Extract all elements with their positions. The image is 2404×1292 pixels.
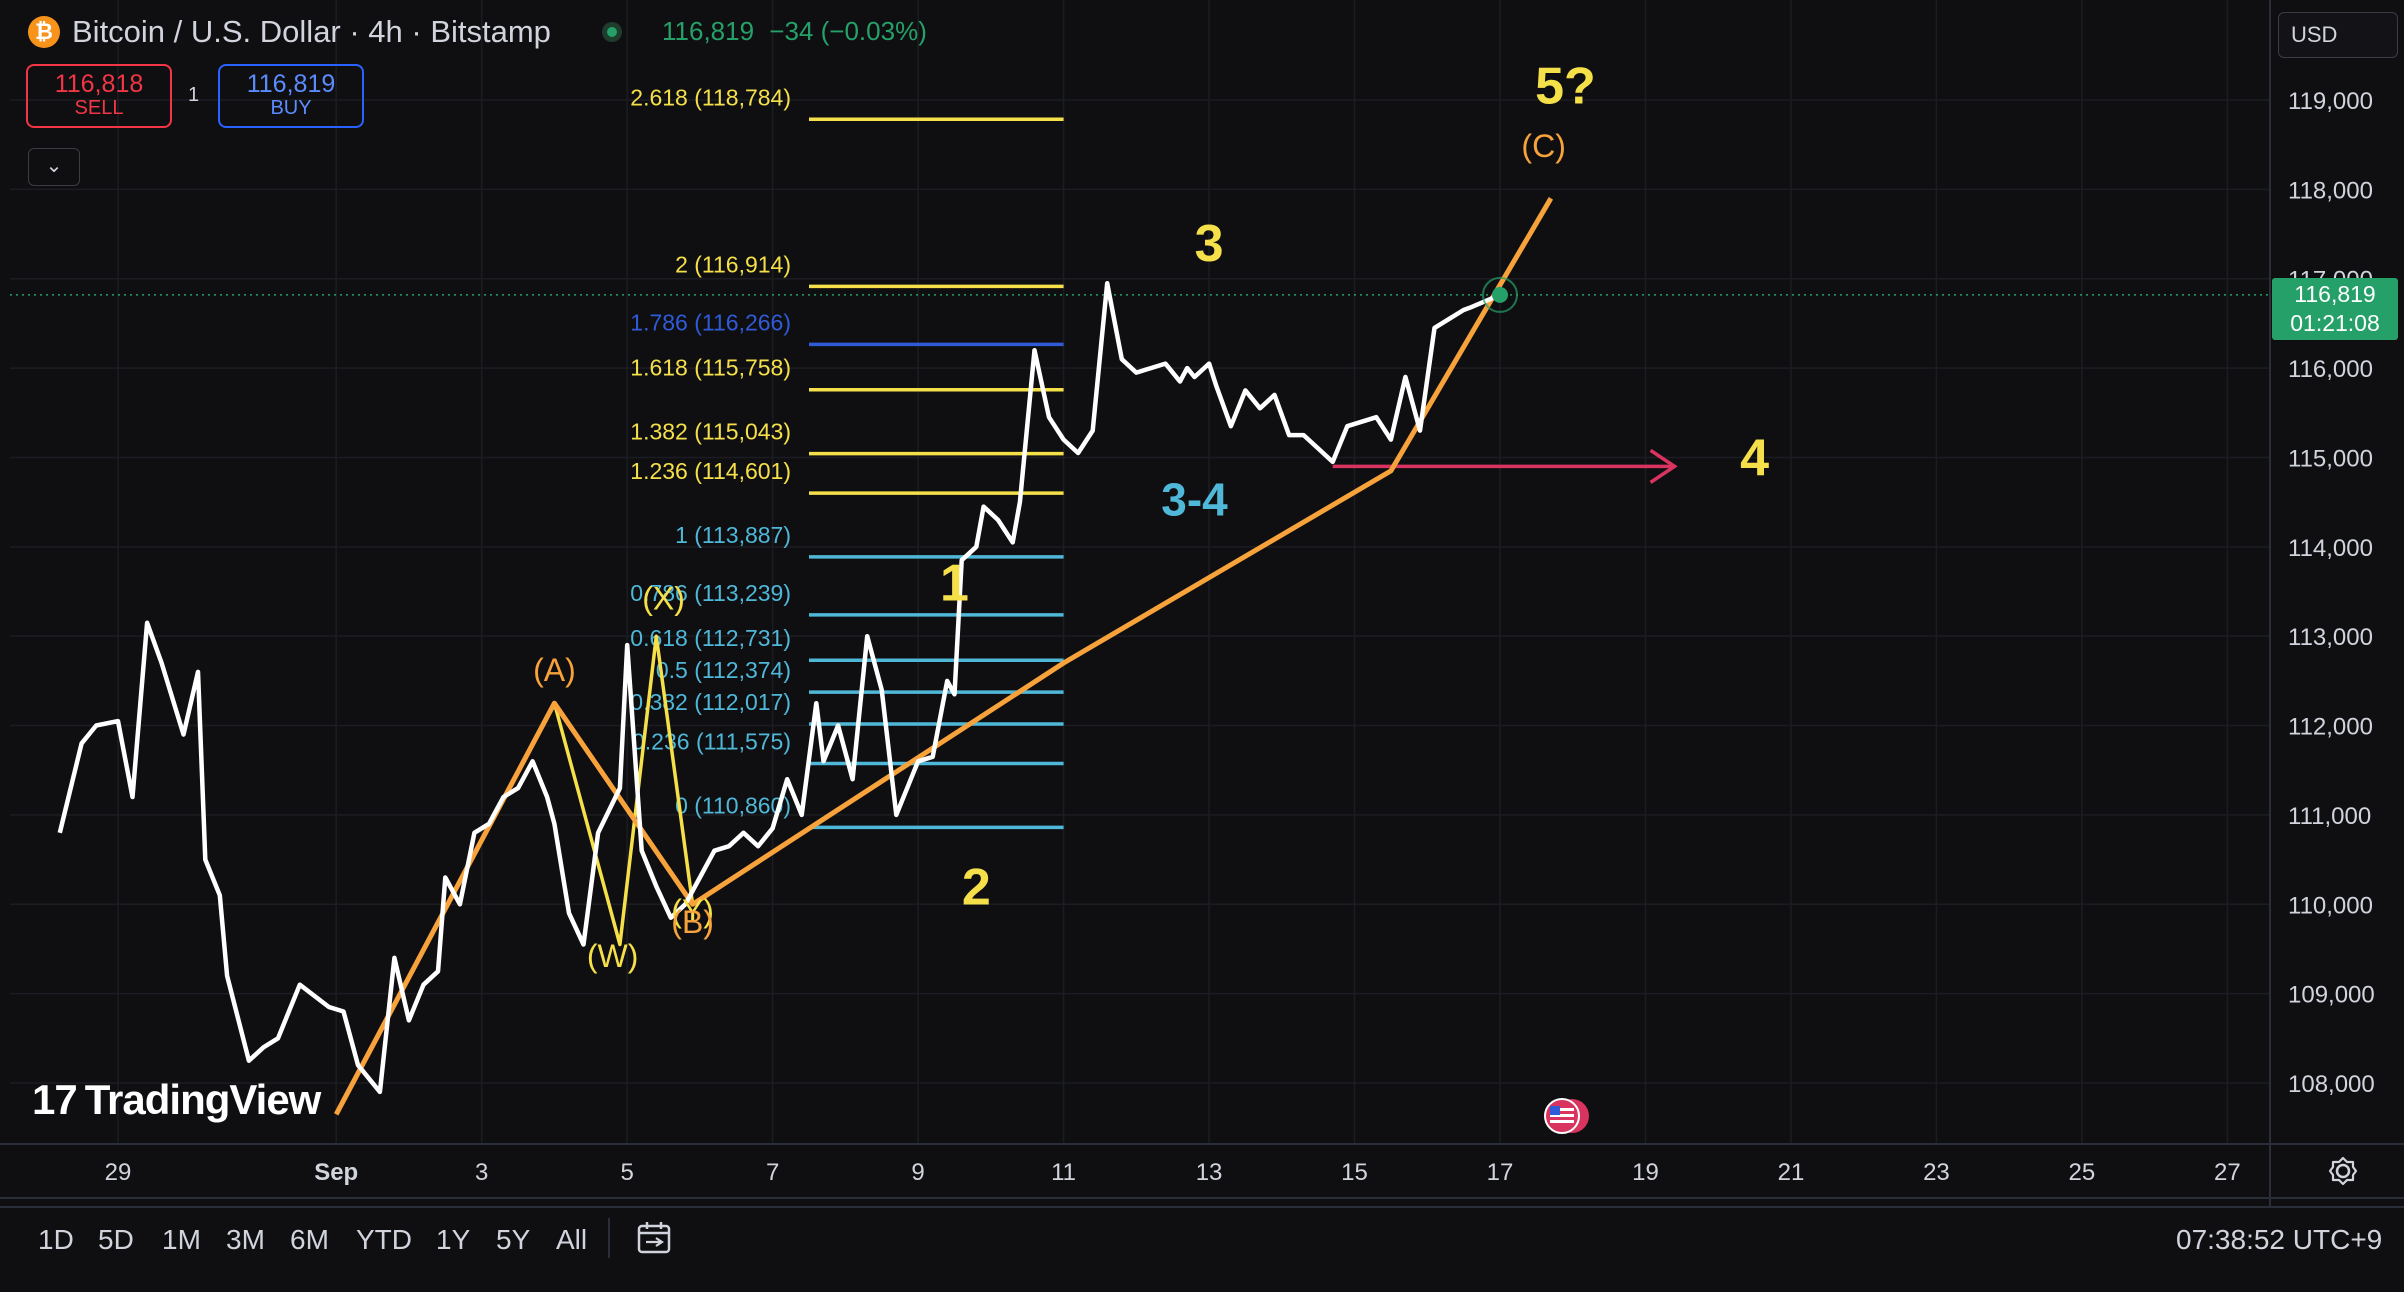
x-tick-label: 17 [1487,1159,1514,1186]
fib-level-label: 0.5 (112,374) [656,657,791,683]
x-tick-label: 7 [766,1159,779,1186]
bitcoin-logo-icon: ₿ [28,16,60,48]
y-tick-label: 112,000 [2288,714,2373,741]
price-series-line [57,280,1501,1095]
x-tick-label: 5 [620,1159,633,1186]
buy-price: 116,819 [246,70,336,98]
wave-label: (Y) [671,893,714,929]
wave-label: 5? [1535,58,1596,116]
y-tick-label: 114,000 [2288,535,2373,562]
sell-price: 116,818 [54,70,144,98]
period-button-1m[interactable]: 1M [162,1224,201,1255]
fib-level-label: 1 (113,887) [675,522,791,548]
wave-label: 1 [940,554,969,612]
symbol-title[interactable]: Bitcoin / U.S. Dollar · 4h · Bitstamp [72,14,551,49]
settings-gear-icon[interactable] [2326,1154,2360,1188]
y-tick-label: 115,000 [2288,445,2373,472]
x-tick-label: 9 [911,1159,924,1186]
watermark-text: TradingView [84,1076,322,1123]
x-tick-label: 11 [1051,1159,1076,1186]
wave-label: (A) [533,652,576,688]
us-flag-event-icon[interactable] [1536,1096,1596,1136]
current-price-dot [1492,286,1508,303]
x-tick-label: 23 [1923,1159,1950,1186]
fib-level-label: 2 (116,914) [675,251,791,277]
x-tick-label: 25 [2069,1159,2096,1186]
y-tick-label: 111,000 [2288,803,2371,830]
y-tick-label: 116,000 [2288,356,2373,383]
y-tick-label: 119,000 [2288,88,2373,115]
fib-level-label: 1.382 (115,043) [630,419,791,445]
collapse-chevron-icon[interactable]: ⌄ [28,148,80,186]
buy-label: BUY [270,97,312,119]
wave-label: 4 [1740,429,1769,487]
x-tick-label: 27 [2214,1159,2241,1186]
x-tick-label: 19 [1632,1159,1659,1186]
y-tick-label: 118,000 [2288,177,2373,204]
fib-level-label: 2.618 (118,784) [630,84,791,110]
period-button-5d[interactable]: 5D [98,1224,134,1255]
price-change: 116,819 −34 (−0.03%) [662,16,927,47]
tradingview-watermark[interactable]: 17 TradingView [32,1076,322,1124]
wave-label: (C) [1521,128,1565,164]
fib-level-label: 0.786 (113,239) [630,580,791,606]
wave-label: (B) [671,904,714,940]
date-range-calendar-icon[interactable] [636,1220,672,1256]
y-tick-label: 110,000 [2288,892,2373,919]
sell-button[interactable]: 116,818 SELL [26,64,172,128]
x-tick-label: 21 [1778,1159,1805,1186]
price-tag-price: 116,819 [2294,281,2376,307]
plot-area-background [0,0,2270,1144]
fib-level-label: 0.382 (112,017) [630,689,791,715]
wave-label: 3 [1195,215,1224,273]
current-price-ring [1482,276,1518,313]
y-tick-label: 108,000 [2288,1071,2375,1098]
fib-level-label: 0.236 (111,575) [632,729,791,755]
tradingview-logo-icon: 17 [32,1076,78,1123]
price-tag-countdown: 01:21:08 [2290,310,2380,336]
target-arrow-head [1649,448,1678,484]
period-button-3m[interactable]: 3M [226,1224,265,1255]
buy-button[interactable]: 116,819 BUY [218,64,364,128]
x-tick-label: Sep [314,1159,358,1186]
period-button-1d[interactable]: 1D [38,1224,74,1255]
sell-label: SELL [74,97,124,119]
wave-label: (X) [642,580,685,616]
fib-level-label: 1.236 (114,601) [630,458,791,484]
fib-level-label: 0 (110,860) [675,792,791,818]
period-button-all[interactable]: All [556,1224,588,1255]
period-button-5y[interactable]: 5Y [496,1224,531,1255]
x-tick-label: 3 [475,1159,488,1186]
period-button-1y[interactable]: 1Y [436,1224,471,1255]
x-tick-label: 29 [105,1159,132,1186]
fib-level-label: 1.786 (116,266) [630,309,791,335]
fib-level-label: 1.618 (115,758) [630,355,791,381]
period-button-6m[interactable]: 6M [290,1224,329,1255]
y-tick-label: 109,000 [2288,982,2375,1009]
quantity-value[interactable]: 1 [188,84,200,106]
utc-clock[interactable]: 07:38:52 UTC+9 [2176,1224,2383,1255]
market-open-icon [602,22,622,42]
wave-label: 2 [962,858,991,916]
bottom-toolbar [0,1206,2404,1278]
current-price-tag: 116,819 01:21:08 [2272,278,2398,340]
toolbar-divider [608,1218,610,1258]
wave-label: (W) [587,938,639,974]
currency-selector[interactable]: USD [2278,12,2398,58]
x-tick-label: 15 [1341,1159,1368,1186]
x-tick-label: 13 [1196,1159,1223,1186]
y-tick-label: 113,000 [2288,624,2373,651]
last-price: 116,819 [662,16,755,46]
change-value: −34 (−0.03%) [769,16,927,46]
wave-label: 3-4 [1161,474,1228,526]
period-button-ytd[interactable]: YTD [356,1224,412,1255]
